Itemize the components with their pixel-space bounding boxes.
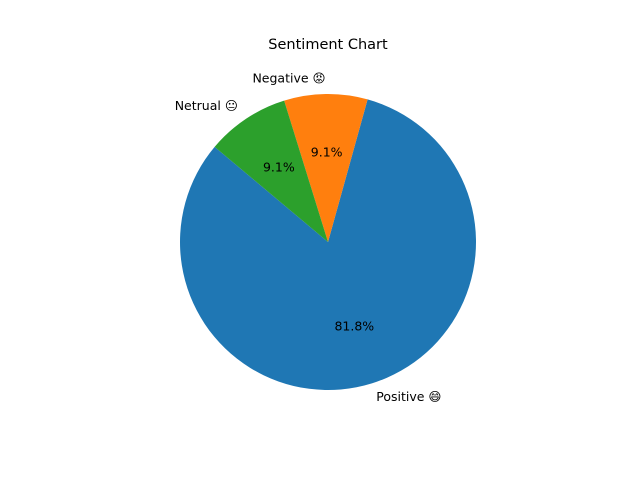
slice-label: Netrual 😐 (175, 98, 238, 113)
slice-percent-label: 81.8% (334, 318, 374, 333)
pie-slice (284, 94, 368, 242)
pie-slice (180, 99, 477, 391)
slice-percent-label: 9.1% (263, 160, 295, 175)
pie-slice (214, 100, 328, 243)
slice-label: Negative 😡 (252, 71, 325, 86)
chart-title: Sentiment Chart (268, 37, 388, 53)
pie-slices (180, 94, 477, 391)
slice-label: Positive 😄 (376, 389, 441, 404)
slice-percent-label: 9.1% (311, 145, 343, 160)
pie-labels: Positive 😄 81.8% Negative 😡 9.1% Netrual 😐 9.… (175, 71, 442, 404)
